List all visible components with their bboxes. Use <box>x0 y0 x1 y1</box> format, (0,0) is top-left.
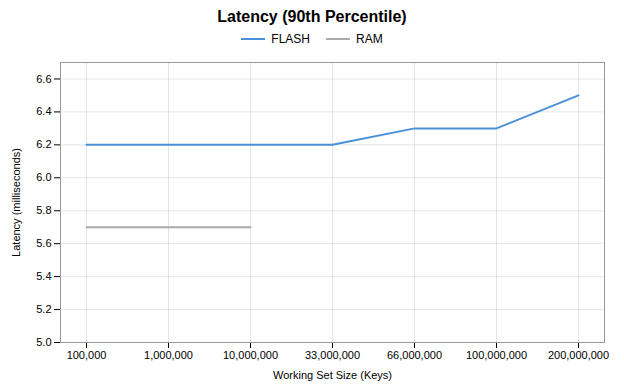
svg-text:5.6: 5.6 <box>36 237 51 249</box>
svg-text:6.2: 6.2 <box>36 138 51 150</box>
html-text:RAM: RAM <box>356 32 383 46</box>
svg-text:5.0: 5.0 <box>36 336 51 348</box>
svg-text:66,000,000: 66,000,000 <box>387 349 442 361</box>
svg-text:200,000,000: 200,000,000 <box>548 349 609 361</box>
html-text:Latency (90th Percentile): Latency (90th Percentile) <box>217 8 407 25</box>
svg-text:Working Set Size (Keys): Working Set Size (Keys) <box>273 369 392 381</box>
html-text:FLASH: FLASH <box>271 32 310 46</box>
svg-text:5.2: 5.2 <box>36 303 51 315</box>
svg-text:6.0: 6.0 <box>36 171 51 183</box>
svg-text:5.8: 5.8 <box>36 204 51 216</box>
svg-text:100,000,000: 100,000,000 <box>466 349 527 361</box>
svg-text:Latency (milliseconds): Latency (milliseconds) <box>10 148 22 257</box>
svg-text:6.6: 6.6 <box>36 72 51 84</box>
svg-text:100,000: 100,000 <box>67 349 107 361</box>
svg-text:1,000,000: 1,000,000 <box>144 349 193 361</box>
svg-text:10,000,000: 10,000,000 <box>223 349 278 361</box>
svg-text:5.4: 5.4 <box>36 270 51 282</box>
svg-text:6.4: 6.4 <box>36 105 51 117</box>
svg-text:33,000,000: 33,000,000 <box>305 349 360 361</box>
